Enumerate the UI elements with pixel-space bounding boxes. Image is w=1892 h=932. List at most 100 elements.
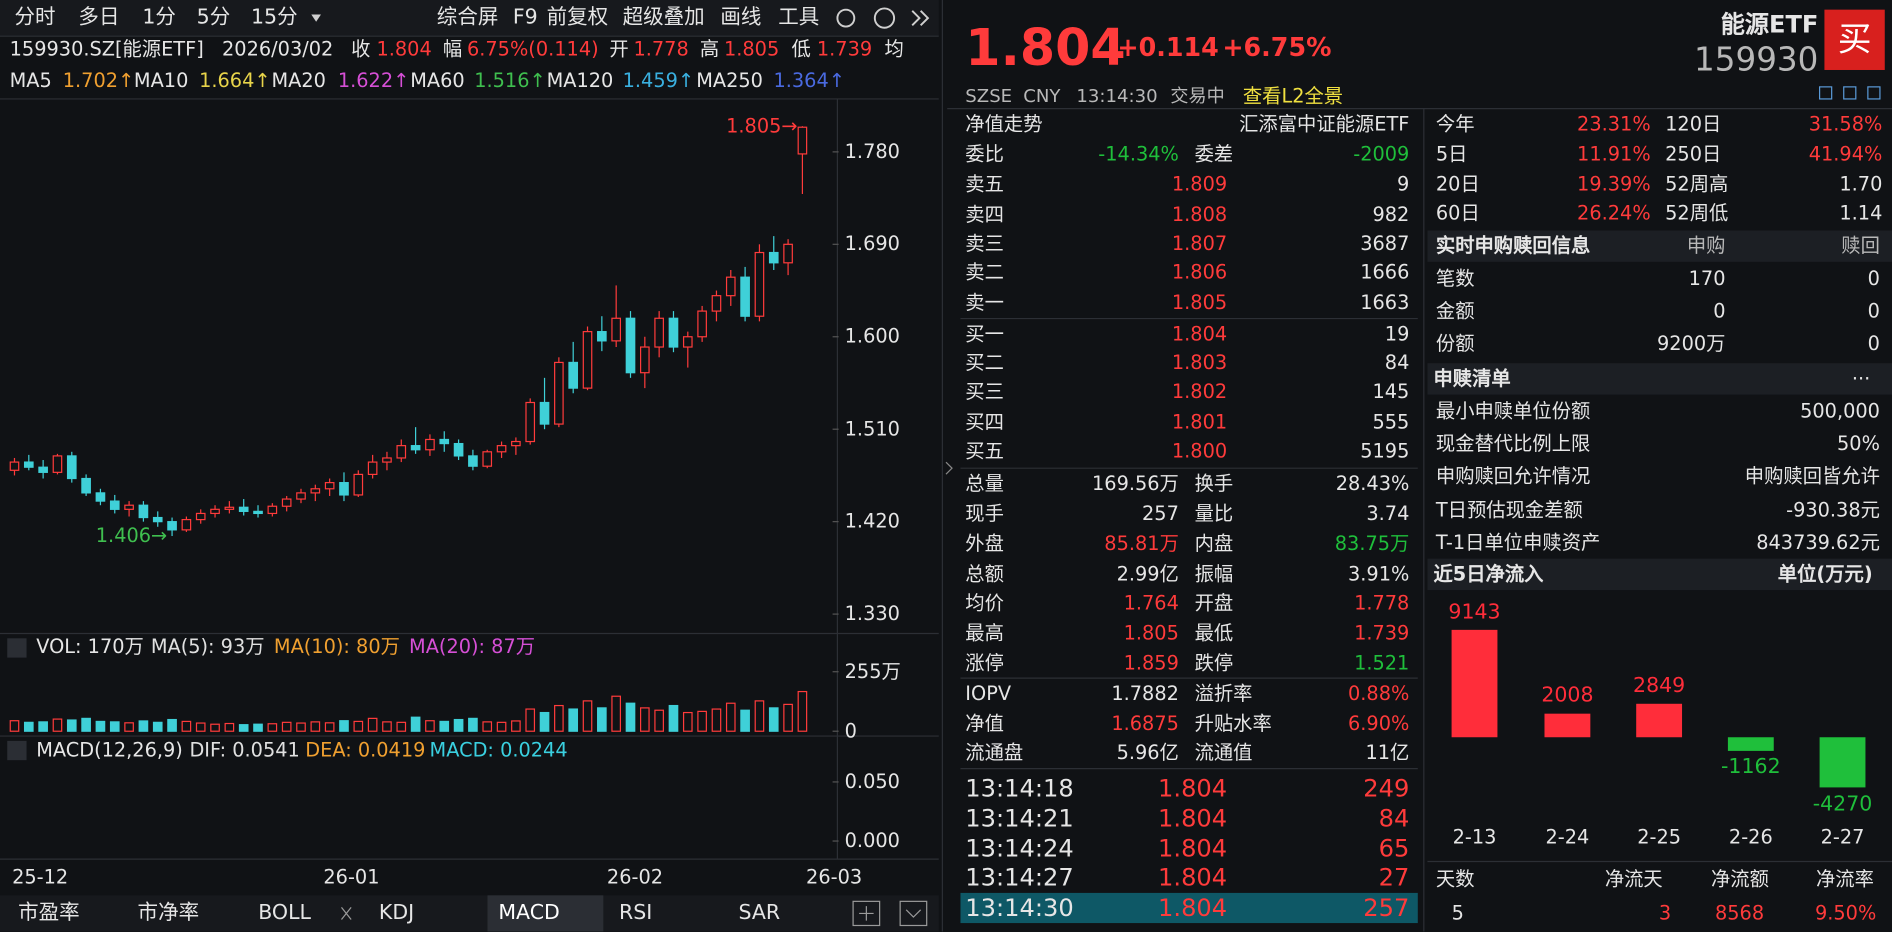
expand-icon[interactable]	[945, 461, 953, 475]
panel-label: DIF: 0.0541	[189, 738, 300, 762]
x-tick-label: 2-27	[1820, 825, 1865, 849]
status-field: 13:14:30	[1076, 85, 1158, 107]
add-icon[interactable]	[852, 900, 881, 927]
more-icon[interactable]	[911, 10, 930, 27]
volume-bar	[768, 707, 779, 732]
indicator-tab[interactable]: MACD	[498, 900, 560, 925]
stat-value: 0.88%	[1348, 681, 1410, 705]
more-button[interactable]: ···	[1851, 366, 1871, 390]
tick-price: 1.804	[1158, 803, 1228, 833]
candle-body	[195, 512, 206, 521]
tool-button[interactable]: 超级叠加	[622, 5, 705, 30]
ma-name: MA10	[133, 68, 189, 92]
tick-price: 1.804	[1158, 892, 1228, 922]
tick-volume: 249	[1363, 773, 1410, 803]
volume-bar	[38, 721, 48, 732]
quote-field: 收	[351, 37, 371, 61]
period-tab[interactable]: 分时	[14, 5, 56, 30]
buy-button-bg[interactable]	[1824, 9, 1885, 70]
tool-button[interactable]: 前复权	[546, 5, 609, 30]
volume-bar	[52, 718, 63, 732]
list-value: 50%	[1837, 431, 1880, 455]
candle-body	[353, 473, 364, 496]
status-field: 交易中	[1170, 85, 1225, 107]
period-tab[interactable]: 1分	[142, 5, 176, 30]
volume-bar	[539, 711, 550, 732]
collapse-icon[interactable]	[905, 909, 922, 918]
flow-bar	[1727, 737, 1774, 751]
indicator-tab[interactable]: 市净率	[137, 900, 200, 925]
quote-field: 高	[699, 37, 720, 61]
volume-bar	[253, 723, 263, 732]
candle-body	[410, 445, 421, 451]
summary-header: 净流天	[1604, 867, 1663, 891]
stat-label: 最高	[965, 621, 1004, 645]
book-level: 卖一	[965, 290, 1004, 314]
perf-label: 120日	[1665, 112, 1722, 136]
tick-time: 13:14:24	[965, 833, 1074, 863]
book-level: 卖二	[965, 260, 1004, 284]
help-box[interactable]	[7, 740, 27, 761]
volume-bar	[639, 707, 650, 732]
stat-value: 6.90%	[1348, 711, 1410, 735]
volume-bar	[367, 717, 378, 732]
book-price: 1.807	[1171, 231, 1228, 255]
stat-label: 换手	[1194, 471, 1234, 495]
perf-label: 52周低	[1665, 201, 1729, 225]
period-tab[interactable]: 15分	[250, 5, 298, 30]
indicator-tab[interactable]: KDJ	[378, 900, 415, 925]
tool-button[interactable]: F9	[512, 5, 538, 30]
y-tick-label: 1.600	[844, 324, 900, 348]
indicator-tab[interactable]: 市盈率	[18, 900, 80, 925]
volume-bar	[81, 717, 91, 732]
book-level: 卖五	[965, 172, 1004, 196]
candle-body	[668, 317, 679, 348]
indicator-tab[interactable]: RSI	[619, 900, 653, 925]
help-box[interactable]	[7, 638, 27, 658]
summary-value: 9.50%	[1814, 901, 1877, 925]
perf-value: 19.39%	[1577, 172, 1651, 196]
book-price: 1.801	[1171, 410, 1228, 434]
y-tick-label: 0.050	[844, 769, 900, 793]
candle-body	[639, 346, 650, 374]
tool-button[interactable]: 工具	[778, 5, 820, 30]
candle-body	[281, 498, 292, 507]
l2-link[interactable]: 查看L2全景	[1242, 84, 1344, 108]
ma-value: 1.516↑	[474, 68, 546, 92]
settings-icon[interactable]	[836, 8, 856, 28]
candle-body	[740, 276, 750, 317]
perf-value: 26.24%	[1577, 201, 1651, 225]
tool-button[interactable]: 画线	[720, 5, 762, 30]
stat-label: 振幅	[1194, 562, 1234, 586]
period-tab[interactable]: 5分	[196, 5, 231, 30]
x-tick-label: 2-13	[1452, 825, 1497, 849]
volume-bar	[482, 721, 493, 732]
stat-value: 5.96亿	[1116, 740, 1179, 764]
volume-bar	[682, 711, 693, 732]
volume-bar	[296, 722, 306, 732]
edit-icon[interactable]	[1818, 86, 1833, 100]
indicator-tab[interactable]: BOLL	[258, 900, 311, 925]
candle-body	[9, 461, 20, 471]
help-icon[interactable]	[873, 7, 896, 29]
add-icon[interactable]	[859, 906, 874, 921]
tool-button[interactable]: 综合屏	[436, 5, 499, 30]
add-watch-icon[interactable]	[1867, 86, 1881, 100]
buy-button[interactable]: 买	[1837, 19, 1872, 60]
alert-icon[interactable]	[1843, 86, 1857, 100]
volume-bar	[138, 720, 149, 732]
stat-label: 现手	[965, 501, 1004, 525]
stat-label: 流通值	[1194, 740, 1253, 764]
collapse-icon[interactable]	[899, 900, 928, 927]
dropdown-icon[interactable]	[311, 14, 321, 22]
close-icon[interactable]	[341, 907, 352, 920]
candle-body	[554, 361, 564, 425]
stat-label: 流通盘	[965, 740, 1024, 764]
indicator-tab[interactable]: SAR	[738, 900, 781, 925]
list-value: -930.38元	[1786, 498, 1880, 522]
period-tab[interactable]: 多日	[78, 5, 120, 30]
y-tick-label: 1.510	[844, 417, 900, 441]
candle-body	[52, 455, 63, 473]
nav-label[interactable]: 净值走势	[965, 112, 1043, 136]
